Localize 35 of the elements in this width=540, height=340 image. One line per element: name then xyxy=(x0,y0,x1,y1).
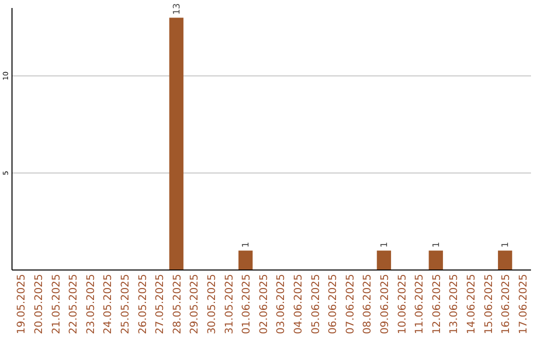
x-tick-label: 16.06.2025 xyxy=(500,274,512,334)
data-label: 1 xyxy=(242,242,252,248)
x-tick-label: 15.06.2025 xyxy=(482,274,495,334)
x-tick-label: 13.06.2025 xyxy=(448,274,460,334)
x-tick-label: 17.06.2025 xyxy=(517,274,530,334)
x-tick-label: 01.06.2025 xyxy=(240,274,253,334)
x-tick-label: 14.06.2025 xyxy=(465,274,478,334)
x-tick-label: 25.05.2025 xyxy=(119,274,132,334)
x-tick-label: 05.06.2025 xyxy=(310,274,322,334)
x-tick-label: 29.05.2025 xyxy=(188,274,201,334)
x-tick-label: 12.06.2025 xyxy=(430,274,443,334)
x-tick-label: 28.05.2025 xyxy=(171,274,184,334)
x-tick-label: 27.05.2025 xyxy=(154,274,166,334)
x-tick-label: 06.06.2025 xyxy=(327,274,340,334)
x-tick-label: 22.05.2025 xyxy=(68,274,80,334)
data-label: 13 xyxy=(172,3,182,15)
x-tick-label: 21.05.2025 xyxy=(50,274,62,334)
x-tick-label: 11.06.2025 xyxy=(414,274,426,334)
x-tick-label: 08.06.2025 xyxy=(362,274,374,334)
x-tick-label: 07.06.2025 xyxy=(344,274,356,334)
x-tick-label: 09.06.2025 xyxy=(378,274,391,334)
data-label: 1 xyxy=(380,242,390,248)
x-tick-label: 20.05.2025 xyxy=(32,274,45,334)
x-tick-label: 30.05.2025 xyxy=(206,274,218,334)
data-label: 1 xyxy=(501,242,512,248)
x-tick-label: 23.05.2025 xyxy=(84,274,97,334)
x-tick-label: 19.05.2025 xyxy=(16,274,28,334)
x-tick-label: 03.06.2025 xyxy=(275,274,288,334)
x-tick-label: 24.05.2025 xyxy=(102,274,114,334)
data-label: 1 xyxy=(432,242,442,248)
x-tick-label: 26.05.2025 xyxy=(136,274,149,334)
x-tick-label: 02.06.2025 xyxy=(258,274,270,334)
x-tick-label: 31.05.2025 xyxy=(223,274,236,334)
x-tick-label: 04.06.2025 xyxy=(292,274,304,334)
x-tick-label: 10.06.2025 xyxy=(396,274,408,334)
